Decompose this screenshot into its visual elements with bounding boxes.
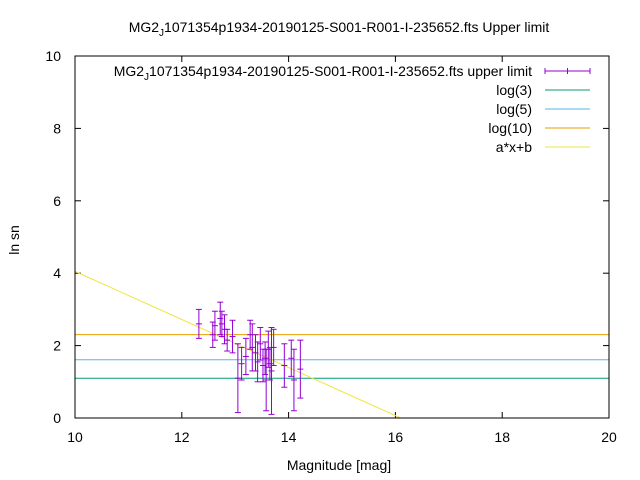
y-tick-label: 10 [45, 48, 61, 64]
data-point [281, 343, 288, 388]
x-tick-label: 18 [494, 429, 510, 445]
data-point [270, 328, 277, 367]
legend-label: MG2J1071354p1934-20190125-S001-R001-I-23… [114, 63, 532, 83]
chart-title-subscript: J [159, 28, 164, 39]
legend-label: log(5) [496, 101, 532, 117]
legend-label: log(3) [496, 82, 532, 98]
legend: MG2J1071354p1934-20190125-S001-R001-I-23… [114, 63, 591, 155]
data-point [218, 310, 225, 338]
chart-title-rest: 1071354p1934-20190125-S001-R001-I-235652… [164, 19, 549, 35]
legend-entry: log(3) [496, 82, 590, 98]
chart-title-prefix: MG2 [129, 19, 160, 35]
data-points [195, 301, 304, 415]
x-tick-label: 14 [281, 429, 297, 445]
data-point [288, 339, 295, 377]
x-axis-label: Magnitude [mag] [287, 457, 391, 473]
x-tick-label: 20 [601, 429, 617, 445]
reference-lines [75, 334, 609, 379]
y-tick-label: 2 [53, 338, 61, 354]
x-tick-label: 10 [67, 429, 83, 445]
data-point [297, 339, 304, 399]
data-point [195, 308, 202, 339]
legend-entry: log(10) [488, 120, 590, 136]
legend-entry: log(5) [496, 101, 590, 117]
y-axis-label: ln sn [6, 225, 22, 255]
data-point [238, 346, 245, 381]
data-point [224, 328, 231, 352]
data-point [290, 348, 297, 412]
y-tick-label: 0 [53, 410, 61, 426]
legend-entry: MG2J1071354p1934-20190125-S001-R001-I-23… [114, 63, 591, 83]
plot-frame [74, 55, 610, 419]
data-point [229, 319, 236, 354]
data-point [242, 337, 249, 376]
legend-label-prefix: MG2 [114, 63, 145, 79]
x-tick-label: 16 [388, 429, 404, 445]
data-point [257, 327, 264, 361]
y-tick-label: 8 [53, 120, 61, 136]
legend-label-rest: 1071354p1934-20190125-S001-R001-I-235652… [149, 63, 532, 79]
data-point [211, 310, 218, 341]
y-tick-label: 6 [53, 193, 61, 209]
data-point [254, 341, 261, 383]
legend-label-subscript: J [144, 72, 149, 83]
chart-title: MG2J1071354p1934-20190125-S001-R001-I-23… [129, 19, 550, 39]
data-point [234, 343, 241, 414]
legend-entry: a*x+b [496, 139, 590, 155]
axis-ticks: 10 12 14 16 18 20 0 2 4 6 8 10 [45, 48, 617, 445]
x-tick-label: 12 [174, 429, 190, 445]
y-tick-label: 4 [53, 265, 61, 281]
data-point [262, 341, 269, 376]
legend-label: a*x+b [496, 139, 532, 155]
data-point [268, 327, 275, 415]
legend-label: log(10) [488, 120, 532, 136]
